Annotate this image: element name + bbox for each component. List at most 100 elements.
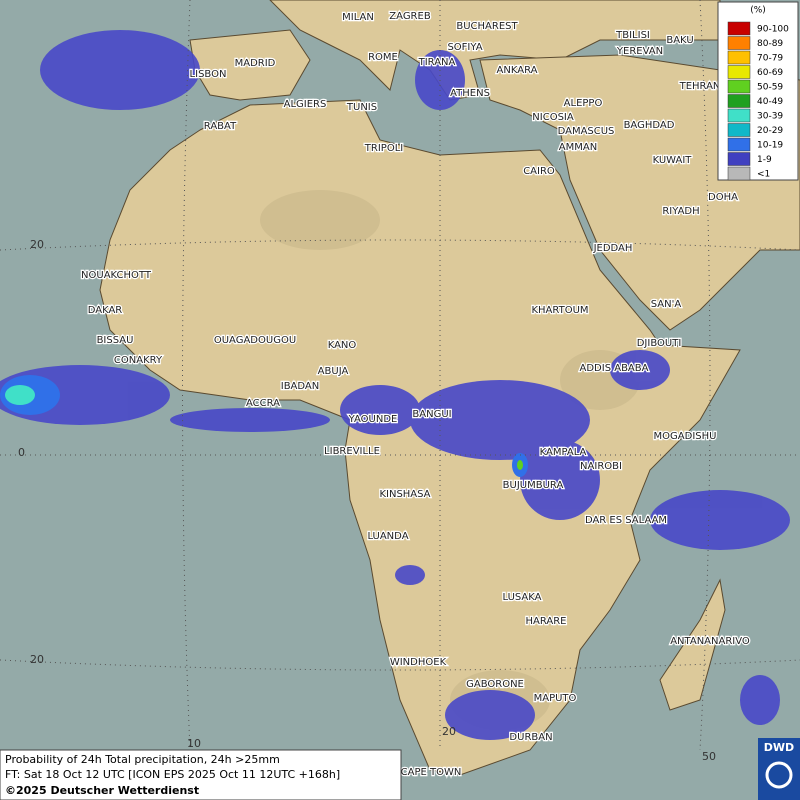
city-label: KINSHASA: [379, 489, 430, 500]
city-label: CAPE TOWN: [401, 767, 462, 778]
city-label: ZAGREB: [389, 11, 431, 22]
city-label: SOFIYA: [447, 42, 482, 53]
city-label: MILAN: [342, 12, 374, 23]
precipitation: [0, 30, 790, 740]
city-label: DOHA: [708, 192, 738, 203]
city-label: DJIBOUTI: [637, 338, 682, 349]
legend-swatch: [727, 152, 751, 166]
legend-label: 60-69: [757, 68, 783, 78]
city-label: BANGUI: [412, 409, 451, 420]
legend-label: 1-9: [757, 155, 772, 165]
city-label: TBILISI: [615, 30, 650, 41]
city-label: BISSAU: [97, 335, 134, 346]
city-label: YEREVAN: [616, 46, 663, 57]
city-label: LISBON: [190, 69, 227, 80]
city-label: ACCRA: [246, 398, 280, 409]
city-label: ALEPPO: [564, 98, 603, 109]
city-label: ADDIS ABABA: [580, 363, 649, 374]
legend-label: 80-89: [757, 39, 783, 49]
city-label: OUAGADOUGOU: [214, 335, 296, 346]
city-label: JEDDAH: [593, 243, 633, 254]
city-label: TIRANA: [418, 57, 456, 68]
legend-swatch: [727, 50, 751, 65]
legend-label: 10-19: [757, 141, 783, 151]
footer: Probability of 24h Total precipitation, …: [0, 749, 402, 800]
city-label: LUANDA: [367, 531, 408, 542]
legend-label: 30-39: [757, 112, 783, 122]
footer-line: Probability of 24h Total precipitation, …: [5, 753, 280, 766]
city-label: BAKU: [666, 35, 693, 46]
city-label: DAR ES SALAAM: [585, 515, 667, 526]
legend-swatch: [727, 36, 751, 50]
precip-high: [0, 375, 528, 477]
footer-line: ©2025 Deutscher Wetterdienst: [5, 784, 199, 797]
city-label: RABAT: [204, 121, 237, 132]
city-label: BUCHAREST: [456, 21, 518, 32]
city-label: HARARE: [525, 616, 566, 627]
legend-swatch: [727, 79, 751, 94]
city-label: TUNIS: [346, 102, 377, 113]
city-label: DURBAN: [509, 732, 552, 743]
legend-swatch: [727, 166, 751, 181]
city-label: KUWAIT: [653, 155, 693, 166]
footer-line: FT: Sat 18 Oct 12 UTC [ICON EPS 2025 Oct…: [5, 768, 340, 781]
city-labels: MILAN ZAGREB BUCHAREST TBILISI BAKU LISBON MAD…: [80, 10, 751, 780]
lat-label: 20: [30, 238, 44, 251]
legend-items: 90-100 80-89 70-79 60-69 50-59 40-49 30-39 20-2…: [727, 21, 789, 181]
city-label: TRIPOLI: [364, 143, 403, 154]
city-label: LIBREVILLE: [324, 446, 380, 457]
city-label: LUSAKA: [503, 592, 542, 603]
city-label: ALGIERS: [284, 99, 327, 110]
legend-swatch: [727, 137, 751, 152]
logo-box: [758, 738, 800, 800]
legend-swatch: [727, 65, 751, 79]
city-label: SAN'A: [651, 299, 682, 310]
logo-text: DWD: [764, 741, 794, 754]
city-label: KHARTOUM: [531, 305, 588, 316]
city-label: DAMASCUS: [558, 126, 615, 137]
city-label: KANO: [328, 340, 357, 351]
legend-label: 90-100: [757, 25, 789, 35]
city-label: KAMPALA: [540, 447, 587, 458]
city-label: MOGADISHU: [654, 431, 717, 442]
city-label: RIYADH: [662, 206, 699, 217]
city-label: CONAKRY: [114, 355, 163, 366]
city-label: MADRID: [235, 58, 276, 69]
legend-label: 20-29: [757, 126, 783, 136]
city-label: NOUAKCHOTT: [81, 270, 152, 281]
lat-label: 20: [30, 653, 44, 666]
city-label: IBADAN: [281, 381, 320, 392]
city-label: ATHENS: [450, 88, 490, 99]
graticule: [0, 0, 800, 751]
city-label: BUJUMBURA: [503, 480, 564, 491]
legend-label: 50-59: [757, 83, 783, 93]
legend-swatch: [727, 94, 751, 108]
city-label: ANTANANARIVO: [670, 636, 750, 647]
lon-label: 50: [702, 750, 716, 763]
city-label: NICOSIA: [532, 112, 574, 123]
logo-icon: [765, 761, 793, 789]
legend-swatch: [727, 108, 751, 123]
city-label: ROME: [368, 52, 398, 63]
city-label: CAIRO: [523, 166, 555, 177]
lon-label: 20: [442, 725, 456, 738]
city-label: TEHRAN: [679, 81, 721, 92]
legend-label: <1: [757, 170, 770, 180]
legend-swatch: [727, 123, 751, 137]
city-label: NAIROBI: [580, 461, 622, 472]
logo: DWD: [758, 738, 800, 800]
legend-swatch: [727, 21, 751, 36]
grid-labels: 20 0 20 10 20 50: [18, 238, 716, 763]
city-label: DAKAR: [88, 305, 123, 316]
legend: (%) 90-100 80-89 70-79 60-69 50-59 40-49 30-39…: [717, 1, 799, 181]
city-label: ANKARA: [497, 65, 538, 76]
lon-label: 10: [187, 737, 201, 750]
legend-label: 70-79: [757, 54, 783, 64]
footer-box: [0, 749, 402, 800]
city-label: BAGHDAD: [624, 120, 675, 131]
lat-label: 0: [18, 446, 25, 459]
legend-title: (%): [750, 6, 766, 16]
city-label: MAPUTO: [534, 693, 577, 704]
city-label: WINDHOEK: [390, 657, 447, 668]
